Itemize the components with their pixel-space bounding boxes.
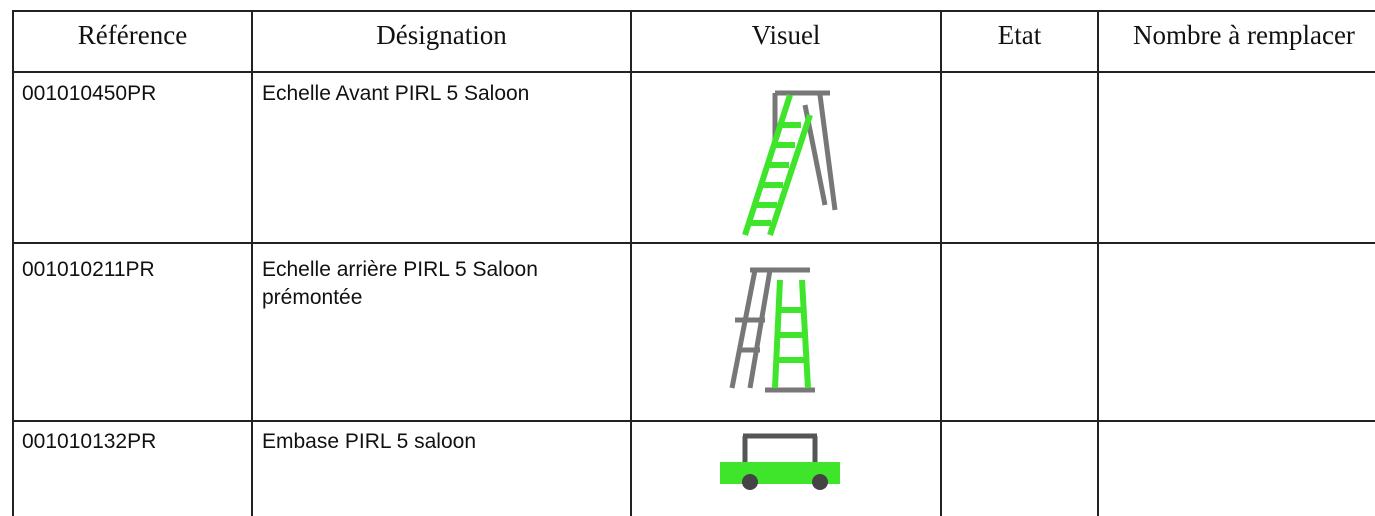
column-header: Visuel — [751, 20, 821, 50]
row-line — [12, 71, 1375, 73]
ladder-image — [742, 90, 838, 236]
column-line — [630, 10, 632, 516]
reference: 001010211PR — [22, 258, 155, 281]
reference: 001010132PR — [22, 430, 157, 453]
row-line — [12, 420, 1375, 422]
column-header: Nombre à remplacer — [1133, 20, 1355, 50]
table-border — [12, 10, 1375, 12]
row-line — [12, 242, 1375, 244]
column-line — [940, 10, 942, 516]
column-header: Etat — [997, 20, 1042, 50]
designation: Echelle Avant PIRL 5 Saloon — [262, 82, 530, 105]
ladder-image — [729, 267, 815, 393]
column-header: Référence — [77, 20, 188, 50]
reference: 001010450PR — [22, 82, 157, 105]
column-line — [12, 10, 14, 516]
designation: Embase PIRL 5 saloon — [262, 430, 477, 453]
column-line — [251, 10, 253, 516]
base-image — [720, 433, 840, 490]
column-line — [1097, 10, 1099, 516]
column-header: Désignation — [376, 20, 507, 50]
designation: Echelle arrière PIRL 5 Saloon prémontée — [262, 258, 538, 309]
